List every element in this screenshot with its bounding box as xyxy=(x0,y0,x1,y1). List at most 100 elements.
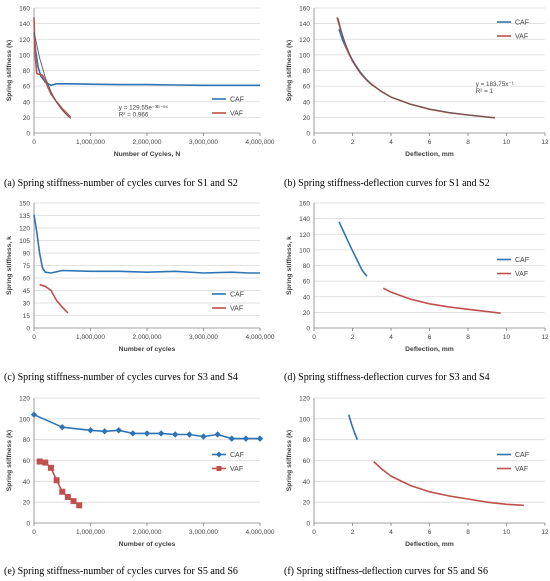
data-point-caf-14 xyxy=(256,435,264,442)
legend: CAF VAF xyxy=(212,451,244,473)
chart-panel-f: 0 20 40 60 80 100 120 0 2 4 6 8 10 12 Deflection, mm Sp… xyxy=(280,390,550,553)
series-line-vaf xyxy=(382,287,501,314)
chart-e-svg: 0 20 40 60 80 100 120 0 1,000,000 2,000,000 3,000,… xyxy=(6,396,275,549)
y-tick-label-1: 20 xyxy=(303,310,311,317)
x-axis-label: Deflection, mm xyxy=(405,346,454,353)
y-tick-label-1: 20 xyxy=(23,115,31,122)
series-line-caf xyxy=(347,414,359,440)
legend-label-vaf: VAF xyxy=(515,34,528,41)
y-axis-label: Spring stiffness, k xyxy=(286,236,293,295)
x-tick-label-1: 2 xyxy=(351,334,355,341)
y-tick-label-3: 60 xyxy=(303,458,311,465)
y-tick-label-6: 90 xyxy=(23,251,31,258)
series-line-vaf xyxy=(373,460,524,507)
x-tick-label-2: 4 xyxy=(389,529,393,536)
x-tick-label-0: 0 xyxy=(312,334,316,341)
x-tick-label-4: 8 xyxy=(466,334,470,341)
trendline xyxy=(33,31,71,119)
y-tick-label-0: 0 xyxy=(306,326,310,333)
series-line-caf xyxy=(338,221,368,277)
data-point-vaf-1 xyxy=(42,459,49,466)
y-axis-label: Spring stiffness (k) xyxy=(286,40,293,102)
legend: CAF VAF xyxy=(497,257,529,278)
x-tick-label-0: 0 xyxy=(32,139,36,146)
y-tick-label-6: 120 xyxy=(19,396,30,403)
x-axis-label: Deflection, mm xyxy=(405,541,454,548)
x-tick-label-2: 2,000,000 xyxy=(133,139,162,146)
series-line-vaf xyxy=(39,283,69,314)
data-point-caf-8 xyxy=(172,431,179,438)
x-tick-label-6: 12 xyxy=(541,139,549,146)
y-tick-label-8: 160 xyxy=(299,201,310,208)
y-tick-label-7: 140 xyxy=(299,21,310,28)
data-point-caf-4 xyxy=(115,427,122,434)
data-point-caf-5 xyxy=(129,430,137,437)
y-axis-label: Spring stiffness (k) xyxy=(6,430,13,492)
x-tick-label-4: 4,000,000 xyxy=(246,334,275,341)
legend: CAF VAF xyxy=(497,452,529,473)
y-tick-label-5: 100 xyxy=(299,247,310,254)
y-axis-label: Spring stiffness (k) xyxy=(6,40,13,102)
series-line-caf xyxy=(33,214,260,274)
x-tick-label-1: 1,000,000 xyxy=(76,139,105,146)
y-tick-label-0: 0 xyxy=(26,521,30,528)
x-tick-label-5: 10 xyxy=(503,529,511,536)
x-tick-label-3: 6 xyxy=(428,139,432,146)
data-point-caf-11 xyxy=(214,431,221,438)
legend-label-vaf: VAF xyxy=(230,306,243,313)
chart-panel-c: 0 15 30 45 60 75 90 105 120 135 150 0 1,000,000 2,000… xyxy=(0,195,275,358)
y-tick-label-5: 100 xyxy=(299,416,310,423)
x-tick-label-0: 0 xyxy=(32,334,36,341)
y-tick-label-8: 120 xyxy=(19,226,30,233)
chart-c-svg: 0 15 30 45 60 75 90 105 120 135 150 0 1,000,000 2,000… xyxy=(6,201,275,354)
y-tick-label-0: 0 xyxy=(26,131,30,138)
series-line-caf xyxy=(33,32,260,87)
caption-e: (e) Spring stiffness-number of cycles cu… xyxy=(4,566,238,577)
y-tick-label-10: 150 xyxy=(19,201,30,208)
y-tick-label-7: 105 xyxy=(19,238,30,245)
y-tick-label-7: 140 xyxy=(19,21,30,28)
x-tick-label-6: 12 xyxy=(541,334,549,341)
x-tick-label-4: 4,000,000 xyxy=(246,139,275,146)
y-axis-label: Spring stiffness, k xyxy=(6,236,13,295)
y-tick-label-3: 60 xyxy=(23,458,31,465)
y-tick-label-9: 135 xyxy=(19,213,30,220)
x-tick-label-5: 10 xyxy=(503,334,511,341)
y-tick-label-6: 120 xyxy=(299,232,310,239)
x-axis-label: Number of cycles xyxy=(119,541,176,548)
x-tick-label-3: 6 xyxy=(428,334,432,341)
data-point-vaf-3 xyxy=(53,477,60,484)
y-tick-label-0: 0 xyxy=(26,326,30,333)
chart-b-svg: 0 20 40 60 80 100 120 140 160 0 2 4 6 8 10 12 Deflection… xyxy=(286,6,549,159)
data-point-caf-3 xyxy=(101,428,108,435)
x-tick-label-3: 6 xyxy=(428,529,432,536)
data-point-vaf-2 xyxy=(47,464,54,471)
legend-label-vaf: VAF xyxy=(515,466,528,473)
y-tick-label-2: 40 xyxy=(23,479,31,486)
y-tick-label-4: 80 xyxy=(23,437,31,444)
y-tick-label-6: 120 xyxy=(19,37,30,44)
chart-panel-e: 0 20 40 60 80 100 120 0 1,000,000 2,000,000 3,000,… xyxy=(0,390,275,553)
annotation-1: R² = 1 xyxy=(476,88,494,95)
chart-a-svg: 0 20 40 60 80 100 120 140 160 0 1,000,000 2,000,000… xyxy=(6,6,275,159)
data-point-caf-10 xyxy=(200,433,207,440)
y-tick-label-6: 120 xyxy=(299,396,310,403)
y-tick-label-8: 160 xyxy=(299,6,310,13)
y-tick-label-4: 80 xyxy=(303,68,311,75)
y-tick-label-4: 80 xyxy=(303,437,311,444)
chart-d-svg: 0 20 40 60 80 100 120 140 160 0 2 4 6 8 10 12 Deflection… xyxy=(286,201,549,354)
legend: CAF VAF xyxy=(497,20,529,41)
data-point-caf-13 xyxy=(242,435,250,442)
x-tick-label-1: 1,000,000 xyxy=(76,529,105,536)
y-tick-label-5: 100 xyxy=(299,52,310,59)
legend-label-caf: CAF xyxy=(230,97,244,104)
y-tick-label-4: 60 xyxy=(23,276,31,283)
chart-panel-d: 0 20 40 60 80 100 120 140 160 0 2 4 6 8 10 12 Deflection… xyxy=(280,195,550,358)
data-point-caf-12 xyxy=(228,435,235,442)
y-tick-label-8: 160 xyxy=(19,6,30,13)
series-line-vaf xyxy=(336,17,495,119)
y-tick-label-2: 30 xyxy=(23,301,31,308)
x-tick-label-0: 0 xyxy=(312,529,316,536)
legend: CAF VAF xyxy=(212,97,244,118)
data-point-vaf-4 xyxy=(59,488,66,495)
